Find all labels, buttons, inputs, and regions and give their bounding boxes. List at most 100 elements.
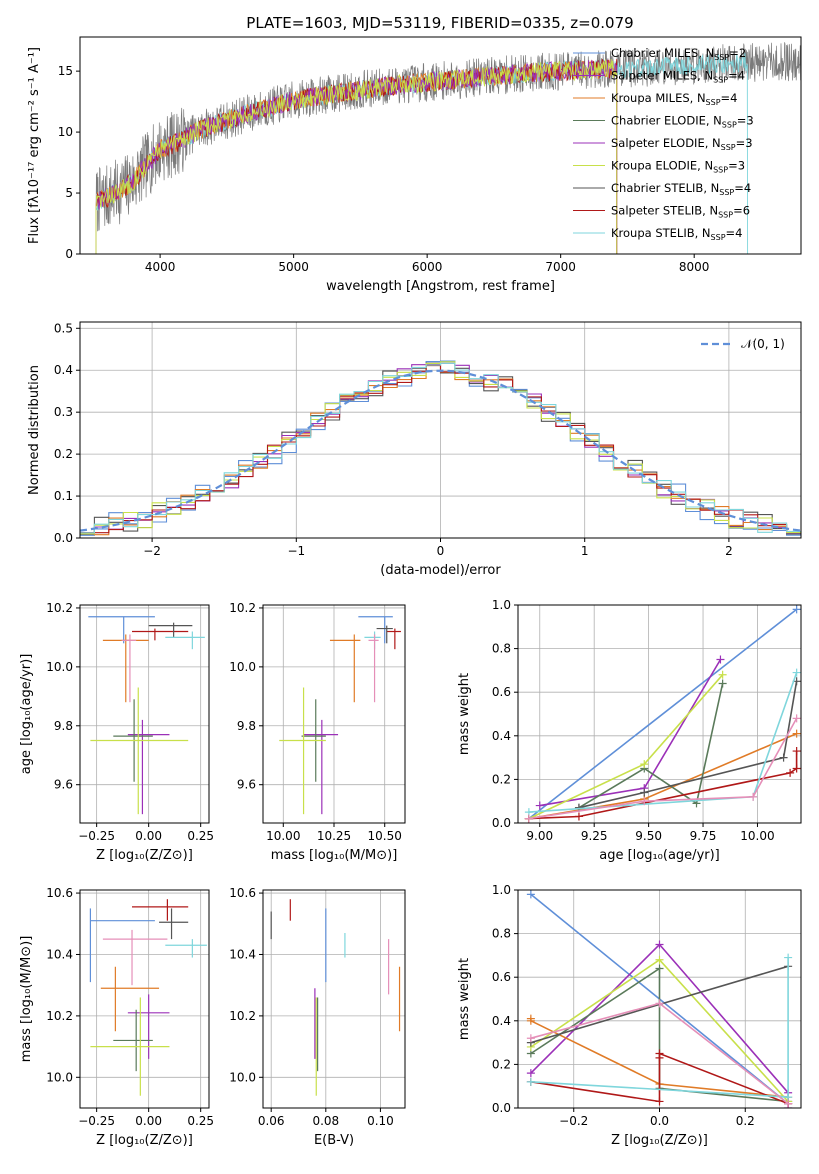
x-tick-label: 10.00: [740, 829, 774, 843]
legend-entry: Salpeter STELIB, NSSP=6: [611, 204, 750, 220]
x-tick-label: 0.08: [312, 1114, 339, 1128]
y-tick-label: 1.0: [492, 598, 511, 612]
y-tick-label: 0.8: [492, 642, 511, 656]
normal-curve: [80, 369, 801, 532]
weight-marker: [526, 1034, 535, 1043]
axes-frame: [517, 889, 802, 1109]
weight-marker: [655, 1097, 664, 1106]
y-axis-label: age [log₁₀(age/yr)]: [19, 654, 34, 775]
weight-marker: [655, 964, 664, 973]
x-tick-label: −2: [143, 544, 161, 558]
y-tick-label: 0.2: [492, 772, 511, 786]
x-tick-label: 0.2: [736, 1114, 755, 1128]
x-tick-label: 10.00: [266, 829, 300, 843]
y-tick-label: 10.2: [229, 601, 256, 615]
spectrum-lines: [95, 42, 801, 254]
axes-frame: [79, 604, 210, 824]
weight-marker: [655, 999, 664, 1008]
y-tick-label: 10: [58, 125, 73, 139]
y-tick-label: 0.2: [54, 447, 73, 461]
legend-subscript: SSP: [719, 188, 734, 197]
weight-series: [539, 659, 722, 807]
x-axis-label: E(B-V): [314, 1133, 354, 1148]
weight-marker: [784, 953, 793, 962]
x-tick-label: 0: [437, 544, 445, 558]
legend-suffix: =3: [728, 159, 745, 173]
age-vs-z-panel: −0.25 0.00 0.25 9.6 9.8 10.0 10.2 Z [log₁₀(Z/Z⊙…: [19, 601, 214, 863]
weight-marker: [792, 714, 801, 723]
y-tick-label: 0.0: [492, 816, 511, 830]
x-tick-label: 9.75: [690, 829, 717, 843]
weight-series: [578, 683, 724, 809]
y-tick-label: 9.8: [237, 719, 256, 733]
error-bars: [88, 616, 205, 815]
axes-frame: [262, 889, 406, 1109]
y-tick-label: 0.5: [54, 321, 73, 335]
legend-subscript: SSP: [721, 143, 736, 152]
x-tick-label: 7000: [545, 260, 576, 274]
axes-frame: [79, 36, 802, 255]
weight-marker: [718, 670, 727, 679]
y-tick-label: 0: [65, 247, 73, 261]
weight-series: [528, 718, 798, 820]
weight-marker: [526, 1077, 535, 1086]
legend-subscript: SSP: [718, 211, 733, 220]
y-tick-label: 5: [65, 186, 73, 200]
y-tick-label: 10.2: [46, 601, 73, 615]
histogram-lines: [80, 360, 801, 536]
weight-lines: [524, 605, 801, 823]
error-bars: [270, 899, 401, 1096]
y-tick-label: 10.2: [229, 1009, 256, 1023]
legend-entry: Salpeter MILES, NSSP=4: [611, 69, 745, 85]
x-tick-label: 5000: [278, 260, 309, 274]
weight-marker: [716, 655, 725, 664]
weight-marker: [535, 801, 544, 810]
mass-weight-vs-z-panel: −0.2 0.0 0.2 0.0 0.2 0.4 0.6 0.8 1.0 Z [log₁₀(Z/Z…: [457, 883, 802, 1148]
legend-entry: Chabrier ELODIE, NSSP=3: [611, 114, 754, 130]
legend-suffix: =2: [729, 46, 746, 60]
y-tick-label: 10.6: [229, 886, 256, 900]
x-tick-label: −0.25: [78, 829, 115, 843]
axes-frame: [79, 889, 210, 1109]
weight-marker: [526, 890, 535, 899]
residuals-panel: −2 −1 0 1 2 0.0 0.1 0.2 0.3 0.4 0.5 (data-model)/er…: [27, 321, 802, 578]
y-tick-label: 10.4: [229, 947, 256, 961]
x-axis-label: Z [log₁₀(Z/Z⊙)]: [96, 848, 193, 863]
x-tick-label: 0.0: [650, 1114, 669, 1128]
y-tick-label: 10.2: [46, 1009, 73, 1023]
weight-marker: [792, 764, 801, 773]
legend-suffix: =3: [736, 136, 753, 150]
x-tick-label: 0.25: [187, 829, 214, 843]
y-tick-label: 0.4: [492, 1014, 511, 1028]
y-tick-label: 10.6: [46, 886, 73, 900]
weight-marker: [640, 788, 649, 797]
x-tick-label: 10.50: [368, 829, 402, 843]
y-axis-label: mass [log₁₀(M/M⊙)]: [19, 936, 34, 1063]
x-tick-label: 0.10: [367, 1114, 394, 1128]
legend-entry: Kroupa STELIB, NSSP=4: [611, 226, 742, 242]
weight-marker: [779, 753, 788, 762]
x-tick-label: 6000: [412, 260, 443, 274]
spectrum-panel: 4000 5000 6000 7000 8000 0 5 10 15 wavelength [An…: [27, 36, 802, 294]
legend-subscript: SSP: [706, 98, 721, 107]
legend-subscript: SSP: [713, 76, 728, 85]
y-tick-label: 0.4: [54, 363, 73, 377]
x-axis-label: (data-model)/error: [380, 563, 501, 578]
x-axis-label: wavelength [Angstrom, rest frame]: [326, 279, 555, 294]
weight-marker: [792, 668, 801, 677]
axes-frame: [79, 321, 802, 539]
x-tick-label: 9.25: [581, 829, 608, 843]
error-bars: [89, 899, 207, 1096]
mass-vs-ebv-panel: 0.06 0.08 0.10 10.0 10.2 10.4 10.6 E(B-V): [229, 886, 406, 1148]
y-tick-label: 10.0: [229, 660, 256, 674]
weight-series: [528, 608, 798, 820]
legend-suffix: =4: [726, 226, 743, 240]
weight-marker: [792, 605, 801, 614]
x-tick-label: 0.25: [187, 1114, 214, 1128]
legend-subscript: SSP: [714, 53, 729, 62]
x-tick-label: 8000: [679, 260, 710, 274]
axes-frame: [262, 604, 406, 824]
y-tick-label: 15: [58, 64, 73, 78]
weight-marker: [786, 768, 795, 777]
